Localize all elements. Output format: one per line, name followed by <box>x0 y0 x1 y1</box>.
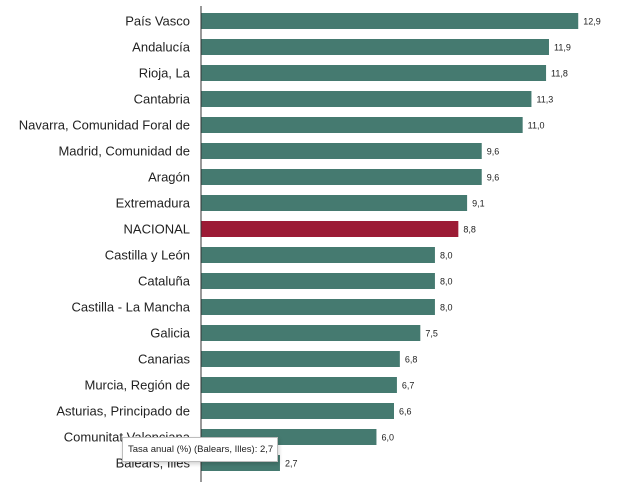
bar[interactable] <box>201 65 547 81</box>
value-label: 6,6 <box>399 407 412 417</box>
category-label: Galicia <box>150 326 191 341</box>
bar[interactable] <box>201 351 400 367</box>
value-label: 11,0 <box>528 121 545 131</box>
value-label: 6,0 <box>381 433 394 443</box>
category-label: País Vasco <box>125 14 190 29</box>
value-label: 8,0 <box>440 251 453 261</box>
bar[interactable] <box>201 273 435 289</box>
category-label: Murcia, Región de <box>85 378 191 393</box>
bar[interactable] <box>201 221 459 237</box>
category-label: Castilla y León <box>105 248 190 263</box>
labels-group: País Vasco 12,9 Andalucía 11,9 Rioja, La 11,8… <box>19 14 601 471</box>
category-label: Aragón <box>148 170 190 185</box>
value-label: 7,5 <box>425 329 438 339</box>
category-label: Canarias <box>138 352 191 367</box>
bar[interactable] <box>201 13 579 29</box>
category-label: Rioja, La <box>139 66 191 81</box>
value-label: 8,0 <box>440 303 453 313</box>
category-label: Cantabria <box>134 92 191 107</box>
value-label: 6,7 <box>402 381 415 391</box>
bar[interactable] <box>201 403 394 419</box>
category-label: NACIONAL <box>124 222 190 237</box>
category-label: Extremadura <box>116 196 191 211</box>
bars-group <box>201 13 579 471</box>
value-label: 2,7 <box>285 459 298 469</box>
bar[interactable] <box>201 91 532 107</box>
bar[interactable] <box>201 299 435 315</box>
bar[interactable] <box>201 39 549 55</box>
value-label: 9,6 <box>487 147 500 157</box>
value-label: 11,3 <box>536 95 553 105</box>
bar[interactable] <box>201 325 421 341</box>
bar[interactable] <box>201 169 482 185</box>
category-label: Cataluña <box>138 274 191 289</box>
bar[interactable] <box>201 117 523 133</box>
tooltip: Tasa anual (%) (Balears, Illes): 2,7 <box>122 437 278 462</box>
bar[interactable] <box>201 143 482 159</box>
value-label: 9,1 <box>472 199 485 209</box>
category-label: Andalucía <box>132 40 191 55</box>
bar[interactable] <box>201 195 468 211</box>
bar[interactable] <box>201 377 397 393</box>
category-label: Castilla - La Mancha <box>72 300 191 315</box>
tooltip-text: Tasa anual (%) (Balears, Illes): 2,7 <box>128 444 274 455</box>
value-label: 12,9 <box>583 17 601 27</box>
category-label: Asturias, Principado de <box>56 404 190 419</box>
value-label: 11,8 <box>551 69 568 79</box>
category-label: Navarra, Comunidad Foral de <box>19 118 190 133</box>
value-label: 8,0 <box>440 277 453 287</box>
category-label: Madrid, Comunidad de <box>58 144 190 159</box>
value-label: 6,8 <box>405 355 418 365</box>
value-label: 8,8 <box>463 225 476 235</box>
bar[interactable] <box>201 247 435 263</box>
value-label: 9,6 <box>487 173 500 183</box>
value-label: 11,9 <box>554 43 571 53</box>
